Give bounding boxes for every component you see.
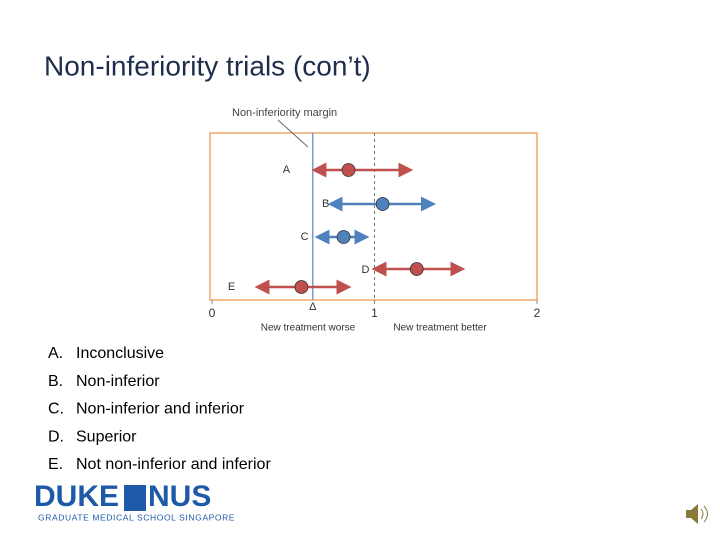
interval-label: D [362, 264, 370, 276]
slide-title: Non-inferiority trials (con’t) [44, 50, 371, 81]
point-estimate [409, 262, 424, 276]
interval-label: E [228, 281, 235, 293]
margin-symbol: Δ [309, 301, 317, 313]
interval-label: C [301, 231, 309, 243]
margin-pointer [277, 119, 309, 148]
list-marker: D. [48, 428, 64, 445]
list-text: Non-inferior and inferior [76, 401, 245, 418]
logo-right: NUS [148, 480, 211, 513]
x-tick-label: 1 [371, 306, 378, 320]
list-text: Non-inferior [76, 373, 160, 390]
logo-shield [124, 485, 146, 511]
logo-subtitle: GRADUATE MEDICAL SCHOOL SINGAPORE [38, 512, 235, 522]
list-text: Not non-inferior and inferior [76, 456, 271, 473]
interval-label: A [283, 164, 291, 176]
list-text: Inconclusive [76, 345, 164, 362]
logo: DUKE NUS GRADUATE MEDICAL SCHOOL SINGAPO… [34, 480, 235, 522]
point-estimate [336, 230, 351, 244]
list-text: Superior [76, 428, 137, 445]
list-marker: A. [48, 345, 63, 362]
x-tick-label: 0 [209, 306, 216, 320]
list-marker: C. [48, 401, 64, 418]
point-estimate [341, 163, 356, 177]
x-label-right: New treatment better [393, 323, 487, 334]
x-label-left: New treatment worse [261, 323, 356, 334]
x-tick-label: 2 [534, 306, 541, 320]
point-estimate [294, 280, 309, 294]
list-marker: B. [48, 373, 63, 390]
speaker-icon[interactable] [686, 504, 708, 524]
logo-left: DUKE [34, 480, 119, 513]
margin-label: Non-inferiority margin [232, 107, 337, 119]
point-estimate [375, 197, 390, 211]
interval-label: B [322, 198, 329, 210]
list-marker: E. [48, 456, 63, 473]
plot-frame [209, 132, 538, 301]
